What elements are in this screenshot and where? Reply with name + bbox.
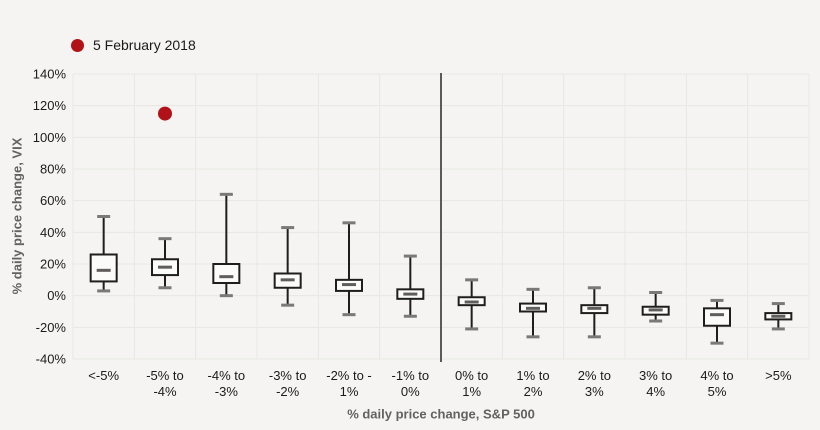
- y-tick-label: 140%: [33, 67, 67, 82]
- x-tick-label: >5%: [765, 368, 792, 383]
- x-tick-label: 0% to 1%: [455, 368, 488, 399]
- y-tick-label: -40%: [36, 352, 67, 367]
- x-axis-title: % daily price change, S&P 500: [347, 406, 535, 422]
- x-tick-label: -3% to -2%: [269, 368, 307, 399]
- x-tick-label: 3% to 4%: [639, 368, 672, 399]
- legend-red-dot-icon: [71, 38, 84, 52]
- x-tick-label: <-5%: [88, 368, 119, 383]
- x-tick-label: -4% to -3%: [208, 368, 246, 399]
- y-axis-title: % daily price change, VIX: [9, 137, 25, 295]
- y-tick-label: 120%: [33, 98, 67, 113]
- box: [703, 307, 731, 327]
- y-tick-label: 20%: [40, 257, 66, 272]
- box: [212, 263, 241, 284]
- outlier-point: [158, 106, 172, 121]
- y-tick-label: 80%: [40, 162, 66, 177]
- x-tick-label: 4% to 5%: [700, 368, 733, 399]
- legend-label: 5 February 2018: [93, 37, 196, 53]
- y-tick-label: 60%: [40, 193, 66, 208]
- x-tick-label: -1% to 0%: [392, 368, 430, 399]
- legend: 5 February 2018: [71, 37, 196, 53]
- box: [89, 253, 118, 283]
- x-tick-label: 1% to 2%: [516, 368, 549, 399]
- y-tick-label: 40%: [40, 225, 66, 240]
- y-tick-label: 0%: [47, 288, 66, 303]
- y-tick-label: -20%: [36, 320, 67, 335]
- x-tick-label: 2% to 3%: [578, 368, 611, 399]
- x-tick-label: -5% to -4%: [146, 368, 184, 399]
- y-tick-label: 100%: [33, 130, 67, 145]
- x-tick-label: -2% to -1%: [326, 368, 372, 399]
